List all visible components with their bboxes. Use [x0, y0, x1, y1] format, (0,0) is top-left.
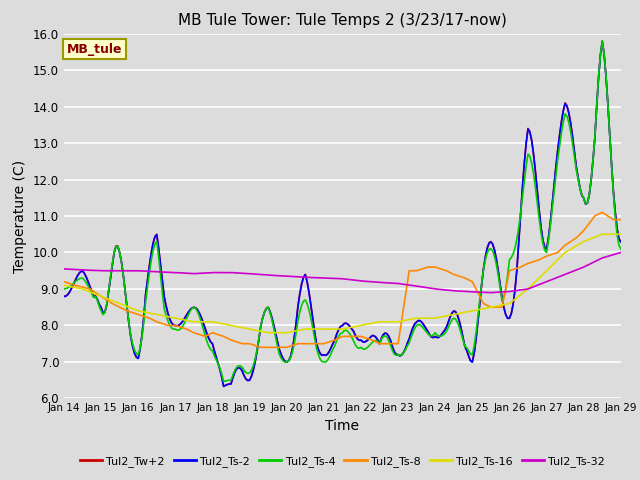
Text: MB_tule: MB_tule: [67, 43, 122, 56]
X-axis label: Time: Time: [325, 419, 360, 433]
Y-axis label: Temperature (C): Temperature (C): [13, 159, 28, 273]
Legend: Tul2_Tw+2, Tul2_Ts-2, Tul2_Ts-4, Tul2_Ts-8, Tul2_Ts-16, Tul2_Ts-32: Tul2_Tw+2, Tul2_Ts-2, Tul2_Ts-4, Tul2_Ts…: [75, 451, 610, 471]
Title: MB Tule Tower: Tule Temps 2 (3/23/17-now): MB Tule Tower: Tule Temps 2 (3/23/17-now…: [178, 13, 507, 28]
